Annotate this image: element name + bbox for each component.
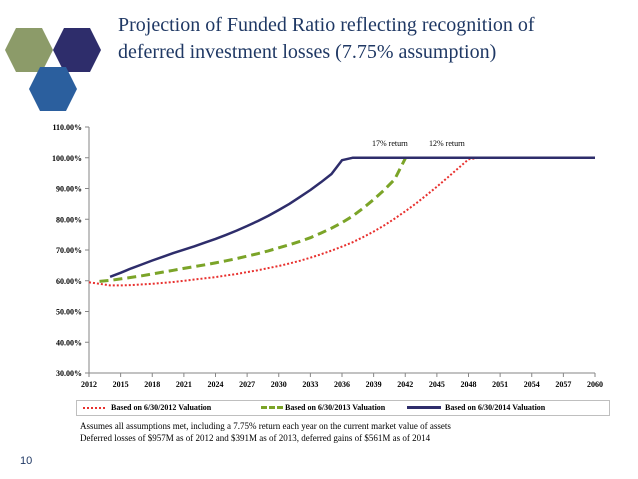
note-deferred-losses: Deferred losses of $957M as of 2012 and … (80, 433, 431, 443)
y-tick-label: 30.00% (56, 369, 82, 378)
y-tick-label: 90.00% (56, 185, 82, 194)
x-tick-label: 2033 (302, 380, 318, 389)
chart-legend: Based on 6/30/2012 Valuation Based on 6/… (76, 400, 610, 416)
slide-title-line2: deferred investment losses (7.75% assump… (118, 41, 497, 63)
y-tick-label: 80.00% (56, 215, 82, 224)
annotation-12-return: 12% return (429, 139, 465, 148)
y-tick-label: 40.00% (56, 338, 82, 347)
legend-swatch-2012 (83, 407, 105, 409)
x-tick-label: 2051 (492, 380, 508, 389)
x-tick-label: 2039 (366, 380, 382, 389)
hexagon-green-shape (5, 28, 53, 72)
x-tick-label: 2012 (81, 380, 97, 389)
annotation-17-return: 17% return (372, 139, 408, 148)
slide-title: Projection of Funded Ratio reflecting re… (118, 12, 628, 66)
x-tick-label: 2036 (334, 380, 350, 389)
x-tick-label: 2021 (176, 380, 192, 389)
y-tick-label: 50.00% (56, 308, 82, 317)
x-tick-label: 2018 (144, 380, 160, 389)
slide-title-line1: Projection of Funded Ratio reflecting re… (118, 14, 535, 36)
funded-ratio-chart: 30.00% 40.00% 50.00% 60.00% 70.00% 80.00% 90.0… (52, 123, 603, 389)
x-tick-label: 2042 (397, 380, 413, 389)
chart-notes: Assumes all assumptions met, including a… (80, 420, 451, 444)
series-line-1 (99, 157, 407, 283)
hexagon-green-icon (5, 28, 53, 72)
hexagon-blue-shape (29, 67, 77, 111)
x-tick-label: 2030 (271, 380, 287, 389)
hexagon-navy-shape (53, 28, 101, 72)
y-tick-label: 100.00% (52, 154, 82, 163)
page-number: 10 (20, 455, 33, 467)
x-tick-label: 2060 (587, 380, 603, 389)
series-line-2 (109, 156, 595, 278)
x-tick-label: 2045 (429, 380, 445, 389)
legend-swatch-2013 (261, 406, 283, 409)
legend-label-2012: Based on 6/30/2012 Valuation (111, 403, 212, 412)
x-tick-label: 2024 (208, 380, 224, 389)
x-tick-label: 2015 (113, 380, 129, 389)
y-tick-label: 70.00% (56, 246, 82, 255)
legend-label-2013: Based on 6/30/2013 Valuation (285, 403, 386, 412)
note-assumptions: Assumes all assumptions met, including a… (80, 421, 451, 431)
x-tick-label: 2054 (524, 380, 540, 389)
x-tick-label: 2057 (555, 380, 571, 389)
y-tick-label: 110.00% (52, 123, 82, 132)
y-tick-label: 60.00% (56, 277, 82, 286)
hexagon-navy-icon (53, 28, 101, 72)
hexagon-blue-icon (29, 67, 77, 111)
legend-swatch-2014 (407, 406, 441, 409)
x-tick-label: 2048 (461, 380, 477, 389)
legend-label-2014: Based on 6/30/2014 Valuation (445, 403, 546, 412)
x-tick-label: 2027 (239, 380, 255, 389)
series-line-0 (88, 156, 595, 287)
